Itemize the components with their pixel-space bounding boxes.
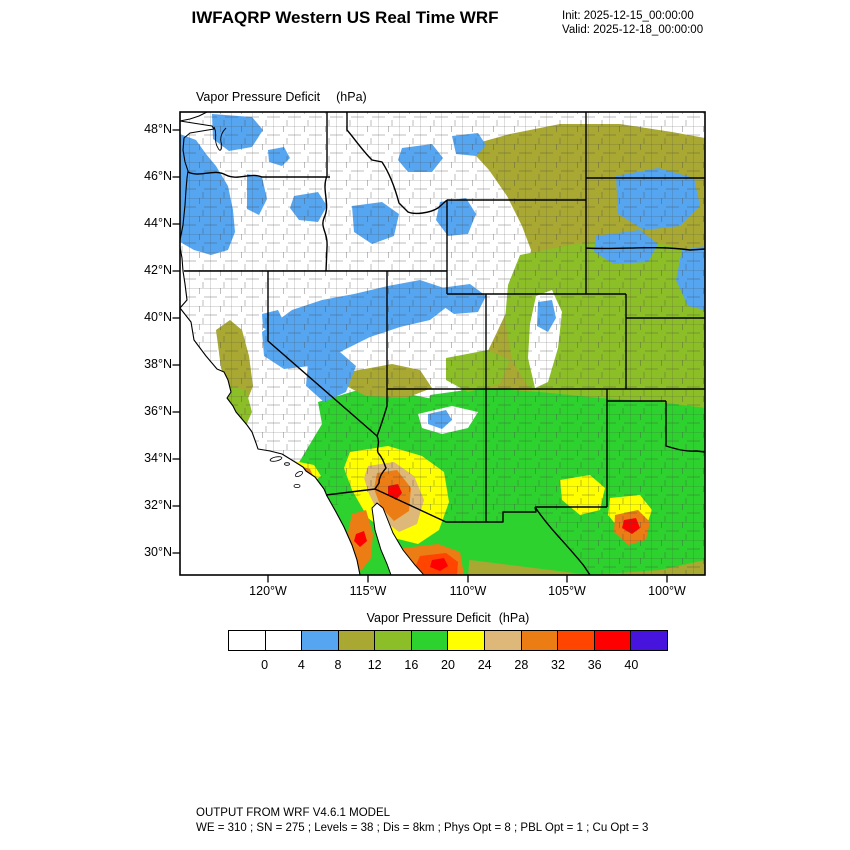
valid-time: Valid: 2025-12-18_00:00:00 xyxy=(562,24,704,36)
field-label-text: Vapor Pressure Deficit xyxy=(196,90,321,104)
colorbar-box xyxy=(593,630,632,651)
colorbar xyxy=(228,630,668,651)
state-boundaries xyxy=(184,112,706,576)
field-label: Vapor Pressure Deficit (hPa) xyxy=(196,90,367,104)
footer-model-line: OUTPUT FROM WRF V4.6.1 MODEL xyxy=(196,807,391,819)
colorbar-box xyxy=(484,630,522,651)
field-label-units: (hPa) xyxy=(336,90,367,104)
colorbar-box xyxy=(410,630,449,651)
puget-sound xyxy=(213,126,227,151)
run-info: Init: 2025-12-15_00:00:00 Valid: 2025-12… xyxy=(562,9,703,37)
gulf-of-california-coast xyxy=(371,502,426,576)
colorbar-box xyxy=(447,630,486,651)
axis-ticks xyxy=(172,129,668,583)
colorbar-box xyxy=(301,630,339,651)
colorbar-box xyxy=(630,630,668,651)
init-time: Init: 2025-12-15_00:00:00 xyxy=(562,10,694,22)
colorbar-box xyxy=(557,630,595,651)
coastline xyxy=(179,120,361,576)
colorbar-title-text: Vapor Pressure Deficit xyxy=(366,611,491,625)
colorbar-box xyxy=(228,630,266,651)
channel-islands xyxy=(269,456,304,488)
colorbar-box xyxy=(337,630,376,651)
map-frame xyxy=(179,111,706,576)
colorbar-title: Vapor Pressure Deficit (hPa) xyxy=(248,611,648,625)
colorbar-box xyxy=(520,630,559,651)
footer-config-line: WE = 310 ; SN = 275 ; Levels = 38 ; Dis … xyxy=(196,822,649,834)
page-title: IWFAQRP Western US Real Time WRF xyxy=(191,8,499,27)
colorbar-box xyxy=(264,630,303,651)
colorbar-title-units: (hPa) xyxy=(498,611,530,625)
county-boundaries xyxy=(180,112,705,575)
colorbar-box xyxy=(374,630,412,651)
